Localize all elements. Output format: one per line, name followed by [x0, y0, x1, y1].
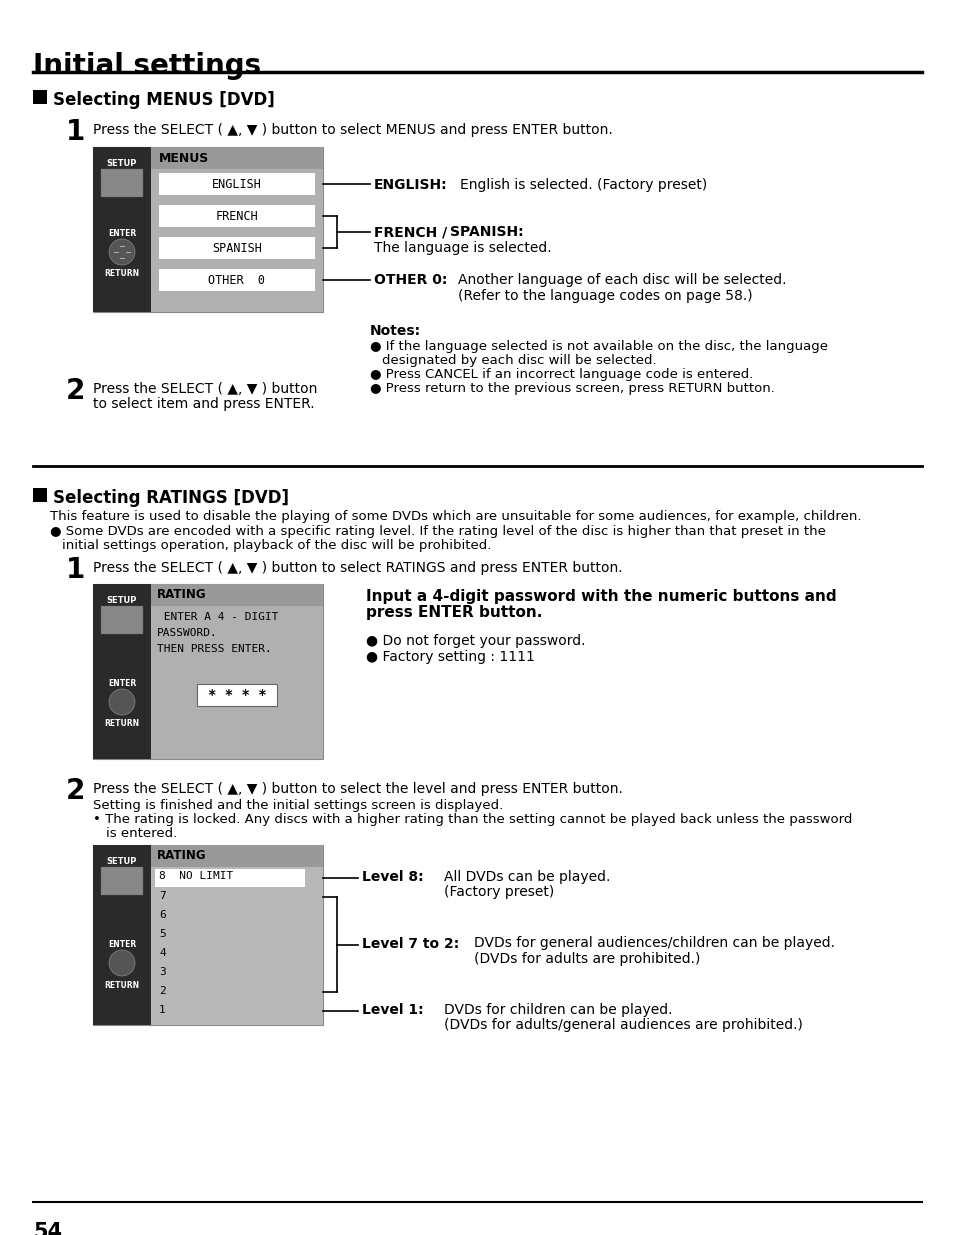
Text: All DVDs can be played.: All DVDs can be played.: [443, 869, 610, 884]
Text: (DVDs for adults/general audiences are prohibited.): (DVDs for adults/general audiences are p…: [443, 1018, 802, 1032]
Bar: [151, 147, 323, 169]
Text: OTHER 0:: OTHER 0:: [374, 273, 447, 287]
Text: 2: 2: [66, 377, 85, 405]
Text: SETUP: SETUP: [107, 857, 137, 866]
Bar: [159, 237, 314, 259]
Bar: [101, 169, 143, 198]
Text: to select item and press ENTER.: to select item and press ENTER.: [92, 396, 314, 411]
Text: ENTER A 4 - DIGIT: ENTER A 4 - DIGIT: [157, 613, 278, 622]
Text: ● Do not forget your password.: ● Do not forget your password.: [366, 634, 585, 648]
Text: 8  NO LIMIT: 8 NO LIMIT: [159, 871, 233, 881]
Text: This feature is used to disable the playing of some DVDs which are unsuitable fo: This feature is used to disable the play…: [50, 510, 861, 522]
Text: 7: 7: [159, 890, 166, 902]
Text: 2: 2: [159, 986, 166, 995]
Bar: [92, 584, 323, 760]
Text: Press the SELECT ( ▲, ▼ ) button: Press the SELECT ( ▲, ▼ ) button: [92, 382, 317, 396]
Text: DVDs for general audiences/children can be played.: DVDs for general audiences/children can …: [474, 936, 834, 951]
Text: (Factory preset): (Factory preset): [443, 885, 554, 899]
Bar: [159, 173, 314, 195]
Text: Level 1:: Level 1:: [361, 1003, 423, 1016]
Text: Initial settings: Initial settings: [33, 52, 261, 80]
Bar: [92, 584, 151, 760]
Text: Notes:: Notes:: [370, 324, 420, 338]
Text: ENGLISH: ENGLISH: [212, 178, 262, 191]
Text: RATING: RATING: [157, 588, 207, 601]
Text: 1: 1: [66, 119, 85, 146]
Text: 1: 1: [159, 1005, 166, 1015]
Bar: [33, 488, 47, 501]
Bar: [92, 147, 323, 312]
Text: Input a 4-digit password with the numeric buttons and: Input a 4-digit password with the numeri…: [366, 589, 836, 604]
Text: 1: 1: [66, 556, 85, 584]
Text: The language is selected.: The language is selected.: [374, 241, 551, 254]
Text: DVDs for children can be played.: DVDs for children can be played.: [443, 1003, 672, 1016]
Text: press ENTER button.: press ENTER button.: [366, 605, 542, 620]
Bar: [151, 147, 323, 312]
Text: Level 7 to 2:: Level 7 to 2:: [361, 936, 458, 951]
Text: Another language of each disc will be selected.: Another language of each disc will be se…: [457, 273, 785, 287]
Text: (DVDs for adults are prohibited.): (DVDs for adults are prohibited.): [474, 951, 700, 966]
Bar: [33, 90, 47, 104]
Text: Press the SELECT ( ▲, ▼ ) button to select the level and press ENTER button.: Press the SELECT ( ▲, ▼ ) button to sele…: [92, 782, 622, 797]
Text: PASSWORD.: PASSWORD.: [157, 629, 217, 638]
Circle shape: [109, 240, 135, 266]
Text: 4: 4: [159, 948, 166, 958]
Text: RETURN: RETURN: [104, 981, 139, 990]
Text: Level 8:: Level 8:: [361, 869, 423, 884]
Text: MENUS: MENUS: [159, 152, 209, 165]
Text: 6: 6: [159, 910, 166, 920]
Text: ● Some DVDs are encoded with a specific rating level. If the rating level of the: ● Some DVDs are encoded with a specific …: [50, 525, 825, 538]
Text: Setting is finished and the initial settings screen is displayed.: Setting is finished and the initial sett…: [92, 799, 503, 811]
Bar: [101, 867, 143, 895]
Bar: [101, 606, 143, 634]
Text: Press the SELECT ( ▲, ▼ ) button to select RATINGS and press ENTER button.: Press the SELECT ( ▲, ▼ ) button to sele…: [92, 561, 622, 576]
Text: ENTER: ENTER: [108, 228, 136, 238]
Text: RETURN: RETURN: [104, 719, 139, 727]
Text: * * * *: * * * *: [208, 688, 266, 701]
Text: RETURN: RETURN: [104, 269, 139, 278]
Text: designated by each disc will be selected.: designated by each disc will be selected…: [381, 354, 656, 367]
Bar: [159, 269, 314, 291]
Text: FRENCH /: FRENCH /: [374, 225, 452, 240]
Text: (Refer to the language codes on page 58.): (Refer to the language codes on page 58.…: [457, 289, 752, 303]
Circle shape: [109, 689, 135, 715]
Text: RATING: RATING: [157, 848, 207, 862]
Text: THEN PRESS ENTER.: THEN PRESS ENTER.: [157, 643, 272, 655]
Text: SPANISH:: SPANISH:: [450, 225, 523, 240]
Text: ● Press CANCEL if an incorrect language code is entered.: ● Press CANCEL if an incorrect language …: [370, 368, 753, 382]
Text: 5: 5: [159, 929, 166, 939]
Bar: [154, 869, 305, 887]
Text: ENGLISH:: ENGLISH:: [374, 178, 447, 191]
Text: • The rating is locked. Any discs with a higher rating than the setting cannot b: • The rating is locked. Any discs with a…: [92, 813, 851, 826]
Text: English is selected. (Factory preset): English is selected. (Factory preset): [459, 178, 706, 191]
Bar: [151, 845, 323, 1025]
Bar: [196, 684, 276, 706]
Text: ● Press return to the previous screen, press RETURN button.: ● Press return to the previous screen, p…: [370, 382, 774, 395]
Bar: [92, 147, 151, 312]
Bar: [151, 584, 323, 606]
Text: ● If the language selected is not available on the disc, the language: ● If the language selected is not availa…: [370, 340, 827, 353]
Text: ENTER: ENTER: [108, 940, 136, 948]
Text: Selecting RATINGS [DVD]: Selecting RATINGS [DVD]: [53, 489, 289, 508]
Text: 2: 2: [66, 777, 85, 805]
Text: FRENCH: FRENCH: [215, 210, 258, 224]
Bar: [92, 845, 151, 1025]
Bar: [151, 584, 323, 760]
Text: SPANISH: SPANISH: [212, 242, 262, 254]
Bar: [151, 845, 323, 867]
Text: OTHER  0: OTHER 0: [209, 274, 265, 287]
Text: SETUP: SETUP: [107, 597, 137, 605]
Circle shape: [109, 950, 135, 976]
Text: ENTER: ENTER: [108, 679, 136, 688]
Bar: [92, 845, 323, 1025]
Text: Press the SELECT ( ▲, ▼ ) button to select MENUS and press ENTER button.: Press the SELECT ( ▲, ▼ ) button to sele…: [92, 124, 612, 137]
Text: 3: 3: [159, 967, 166, 977]
Text: ● Factory setting : 1111: ● Factory setting : 1111: [366, 650, 535, 664]
Text: SETUP: SETUP: [107, 159, 137, 168]
Text: initial settings operation, playback of the disc will be prohibited.: initial settings operation, playback of …: [62, 538, 491, 552]
Text: is entered.: is entered.: [106, 827, 177, 840]
Text: 54: 54: [33, 1221, 62, 1235]
Text: Selecting MENUS [DVD]: Selecting MENUS [DVD]: [53, 91, 274, 109]
Bar: [159, 205, 314, 227]
